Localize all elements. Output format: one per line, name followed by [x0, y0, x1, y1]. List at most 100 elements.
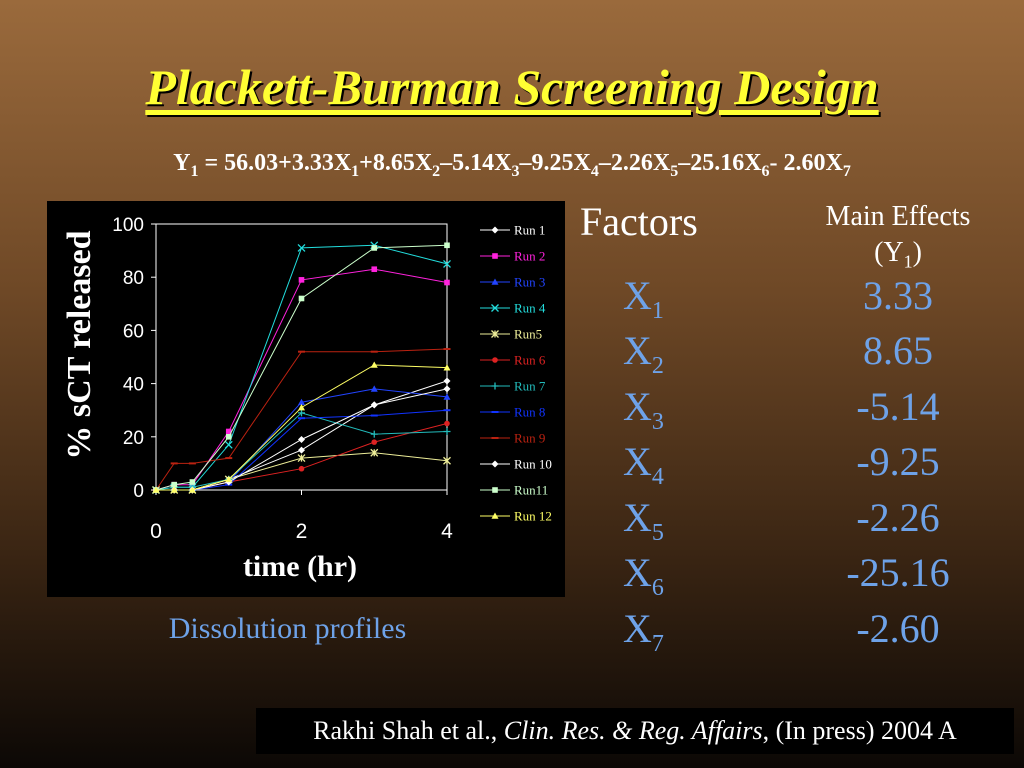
data-point	[297, 454, 306, 463]
effect-value: -2.26	[856, 495, 940, 540]
data-point	[371, 439, 378, 445]
factor-letter: X	[623, 384, 652, 429]
data-point	[225, 434, 232, 440]
legend-label: Run 1	[514, 223, 545, 238]
legend-marker	[491, 382, 499, 390]
effects-header-y: (Y	[874, 237, 904, 269]
factor-sub: 2	[651, 353, 664, 379]
eq-sub-3: 3	[511, 162, 520, 180]
legend-label: Run11	[514, 483, 548, 498]
data-point	[370, 401, 378, 409]
eq-term-4: –9.25X	[519, 150, 591, 176]
x-tick-label: 2	[296, 520, 308, 543]
citation-rest: , (In press) 2004 A	[762, 716, 957, 745]
eq-term-7: - 2.60X	[769, 150, 843, 176]
slide-title: Plackett-Burman Screening Design	[145, 59, 879, 115]
chart-y-axis-title: % sCT released	[61, 230, 98, 460]
legend-label: Run 7	[514, 379, 546, 394]
y-tick-label: 20	[123, 428, 144, 449]
y-tick-label: 100	[112, 215, 144, 236]
legend-label: Run 10	[514, 457, 552, 472]
effect-value: -9.25	[856, 439, 940, 484]
data-point	[298, 435, 305, 443]
eq-sub-7: 7	[842, 162, 851, 180]
legend-label: Run 3	[514, 275, 545, 290]
y-tick-label: 0	[133, 481, 144, 502]
data-point	[224, 440, 233, 449]
eq-y-sub: 1	[190, 162, 199, 180]
data-point	[298, 409, 305, 417]
eq-sub-2: 2	[432, 162, 441, 180]
chart-svg: 0 20 40 60 80 100 0 2 4 Run 1 Run 2 Run 3 Run 4 Run5 R…	[112, 215, 552, 543]
data-point	[298, 446, 305, 454]
data-point	[170, 486, 178, 493]
data-point	[189, 479, 196, 485]
chart-caption: Dissolution profiles	[168, 612, 407, 645]
legend-label: Run 12	[514, 509, 552, 524]
data-point	[188, 486, 196, 493]
data-point	[298, 295, 305, 302]
factor-label: X4	[623, 438, 664, 491]
data-point	[370, 361, 378, 368]
legend-marker	[492, 487, 498, 493]
legend-marker	[492, 357, 498, 363]
chart-y-axis-title-wrap: % sCT released	[47, 201, 113, 501]
main-effects-header-line2: (Y1)	[800, 235, 996, 274]
data-point	[370, 430, 378, 438]
factor-letter: X	[623, 550, 652, 595]
x-tick-label: 4	[441, 520, 453, 543]
y-tick-label: 60	[123, 321, 144, 342]
factor-label: X1	[623, 272, 664, 325]
data-point	[371, 245, 378, 251]
eq-term-2: +8.65X	[359, 150, 433, 176]
citation-journal: Clin. Res. & Reg. Affairs	[503, 716, 763, 745]
chart-x-axis-title: time (hr)	[242, 550, 358, 583]
data-point	[225, 475, 233, 483]
eq-term-3: –5.14X	[440, 150, 512, 176]
regression-equation: Y1 = 56.03+3.33X1+8.65X2–5.14X3–9.25X4–2…	[0, 150, 1024, 181]
factor-sub: 7	[651, 631, 664, 657]
legend-label: Run 9	[514, 431, 545, 446]
effect-value: -2.60	[856, 606, 940, 651]
legend-label: Run 6	[514, 353, 546, 368]
main-effects-header-line1: Main Effects	[825, 201, 971, 232]
citation-authors: Rakhi Shah et al.,	[313, 716, 504, 745]
legend-marker	[491, 512, 499, 519]
data-point	[370, 448, 379, 457]
data-point	[443, 364, 451, 371]
data-point	[297, 243, 306, 252]
data-point	[444, 420, 450, 427]
x-tick-label: 0	[150, 520, 162, 543]
factors-header: Factors	[580, 199, 698, 244]
factor-label: X6	[623, 549, 664, 602]
legend-marker	[491, 226, 499, 234]
factor-sub: 1	[651, 298, 664, 324]
factor-letter: X	[623, 495, 652, 540]
data-point	[298, 465, 305, 472]
data-point	[225, 428, 232, 435]
citation: Rakhi Shah et al., Clin. Res. & Reg. Aff…	[256, 708, 1014, 754]
data-point	[443, 385, 451, 393]
legend-label: Run 2	[514, 249, 545, 264]
effect-value: 3.33	[863, 273, 933, 318]
eq-sub-6: 6	[761, 162, 770, 180]
factor-label: X5	[623, 494, 664, 547]
effect-value: 8.65	[863, 328, 933, 373]
factor-sub: 5	[651, 520, 664, 546]
eq-term-5: –2.26X	[598, 150, 671, 176]
factor-letter: X	[623, 606, 652, 651]
eq-sub-1: 1	[351, 162, 360, 180]
legend-label: Run 4	[514, 301, 546, 316]
effect-value: -5.14	[856, 384, 940, 429]
eq-y: Y	[173, 150, 191, 176]
factor-sub: 6	[651, 575, 664, 601]
factor-letter: X	[623, 273, 652, 318]
y-tick-label: 40	[123, 375, 144, 396]
data-point	[298, 398, 305, 406]
factor-letter: X	[623, 328, 652, 373]
factor-label: X2	[623, 327, 664, 380]
data-point	[443, 259, 451, 268]
data-point	[298, 277, 305, 283]
data-point	[444, 279, 450, 286]
legend-marker	[491, 460, 499, 468]
